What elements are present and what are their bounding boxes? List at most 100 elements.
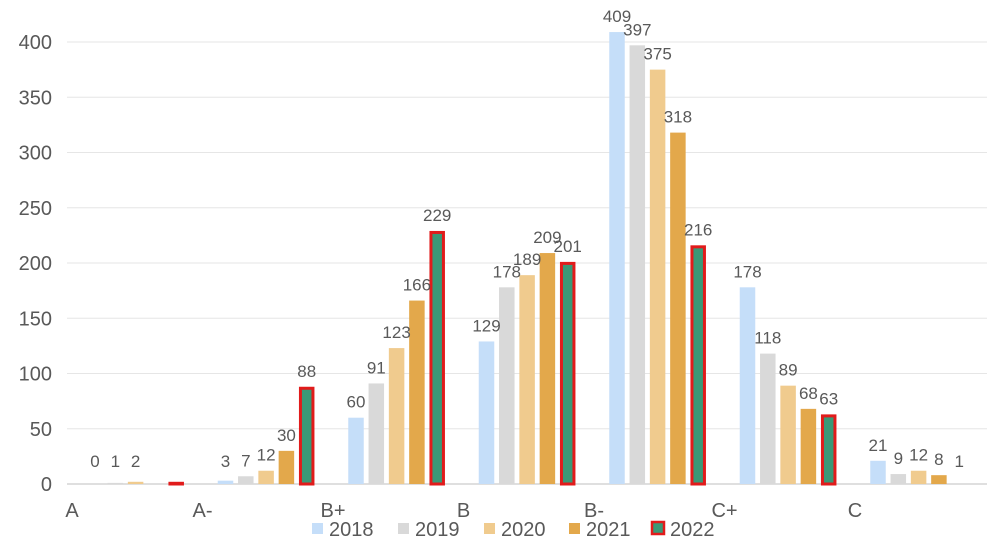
legend-item-2021: 2021 (569, 519, 631, 541)
x-tick-label: B (457, 500, 470, 522)
bar-2018-A- (217, 480, 234, 484)
data-label-2018-B+: 60 (347, 393, 366, 412)
legend-swatch (312, 523, 323, 534)
data-label-2021-B: 209 (533, 228, 561, 247)
bar-2020-B+ (388, 348, 405, 484)
y-tick-label: 250 (19, 198, 52, 220)
x-tick-label: B+ (320, 500, 345, 522)
data-label-2021-B-: 318 (664, 108, 692, 127)
bar-2021-C (931, 475, 947, 484)
legend-swatch (569, 523, 580, 534)
data-label-2022-C+: 63 (819, 389, 838, 408)
x-axis: A A- B+ B B- C+ C (65, 500, 862, 522)
bar-2021-A- (278, 450, 295, 484)
bar-2019-B (499, 287, 515, 484)
x-tick-label: A (65, 500, 79, 522)
bar-2019-A- (238, 476, 254, 484)
y-tick-label: 150 (19, 308, 52, 330)
bar-2019-B- (629, 45, 646, 484)
data-label-2020-B: 189 (513, 250, 541, 269)
bar-2022-B- (690, 245, 706, 486)
bar-2022-B+ (429, 230, 445, 486)
bar-2018-C (870, 460, 886, 484)
y-tick-label: 0 (41, 474, 52, 496)
data-label-2019-C: 9 (894, 449, 903, 468)
y-tick-label: 350 (19, 87, 52, 109)
bar-2020-B (519, 275, 535, 484)
data-label-2020-A: 2 (131, 452, 140, 471)
bar-2020-A (127, 481, 144, 484)
legend-item-2022: 2022 (650, 519, 715, 541)
data-label-2019-B-: 397 (623, 20, 651, 39)
data-label-2018-A-: 3 (221, 452, 230, 471)
y-tick-label: 200 (19, 253, 52, 275)
data-label-2022-A-: 88 (297, 362, 316, 381)
bar-2019-C+ (760, 353, 776, 484)
legend-item-2020: 2020 (484, 519, 546, 541)
bar-2020-C+ (780, 385, 796, 484)
data-label-2022-B+: 229 (423, 206, 451, 225)
data-label-2020-B+: 123 (382, 323, 410, 342)
y-tick-label: 300 (19, 143, 52, 165)
bar-2019-C (890, 474, 907, 484)
x-tick-label: A- (193, 500, 213, 522)
legend-label: 2022 (670, 519, 715, 541)
y-axis: 0 50 100 150 200 250 300 350 400 (19, 32, 52, 496)
bar-2020-A- (258, 470, 274, 484)
bar-2021-C+ (800, 408, 817, 484)
data-label-2022-B: 201 (554, 237, 582, 256)
bar-2022-A (168, 481, 184, 486)
data-label-2019-B+: 91 (367, 358, 386, 377)
legend-label: 2018 (329, 519, 374, 541)
bar-2019-B+ (368, 383, 385, 484)
data-label-2021-C: 8 (934, 450, 943, 469)
data-label-2019-A: 1 (111, 452, 120, 471)
bar-2020-B- (649, 69, 666, 484)
data-label-2018-C: 21 (869, 436, 888, 455)
bar-2020-C (910, 470, 927, 484)
data-label-2020-C: 12 (909, 446, 928, 465)
bar-2021-B (539, 253, 556, 484)
bar-2021-B+ (409, 300, 425, 484)
legend-label: 2019 (415, 519, 460, 541)
x-tick-label: B- (584, 500, 604, 522)
x-tick-label: C (848, 500, 862, 522)
data-label-2022-B-: 216 (684, 220, 712, 239)
legend-item-2019: 2019 (398, 519, 460, 541)
data-label-2020-C+: 89 (779, 361, 798, 380)
y-tick-label: 50 (30, 419, 52, 441)
data-label-2018-B: 129 (472, 316, 500, 335)
data-label-2018-B-: 409 (603, 7, 631, 26)
legend-swatch (650, 520, 666, 536)
bar-2018-B (478, 341, 495, 484)
data-label-2019-A-: 7 (241, 451, 250, 470)
legend-swatch (484, 523, 495, 534)
y-tick-label: 400 (19, 32, 52, 54)
data-label-2021-C+: 68 (799, 384, 818, 403)
bar-2018-B+ (348, 417, 364, 484)
bar-series (107, 32, 947, 486)
legend-swatch (398, 523, 409, 534)
x-tick-label: C+ (711, 500, 737, 522)
data-label-2022-C: 1 (954, 452, 963, 471)
bar-2019-A (107, 482, 124, 484)
data-label-2019-B: 178 (493, 262, 521, 281)
bar-2022-B (559, 261, 576, 486)
bar-2022-A- (298, 386, 315, 486)
bar-2022-C+ (820, 414, 837, 486)
data-label-2020-A-: 12 (257, 446, 276, 465)
legend-item-2018: 2018 (312, 519, 374, 541)
bar-2021-B- (670, 132, 686, 485)
data-label-2019-C+: 118 (754, 329, 781, 348)
bar-2018-C+ (739, 287, 756, 484)
data-label-2018-A: 0 (90, 452, 99, 471)
legend: 2018 2019 2020 2021 2022 (312, 519, 715, 541)
legend-label: 2020 (501, 519, 546, 541)
legend-label: 2021 (586, 519, 631, 541)
grid-lines (67, 41, 987, 485)
data-label-2020-B-: 375 (643, 45, 671, 64)
data-label-2021-B+: 166 (403, 276, 431, 295)
data-label-2018-C+: 178 (733, 262, 761, 281)
